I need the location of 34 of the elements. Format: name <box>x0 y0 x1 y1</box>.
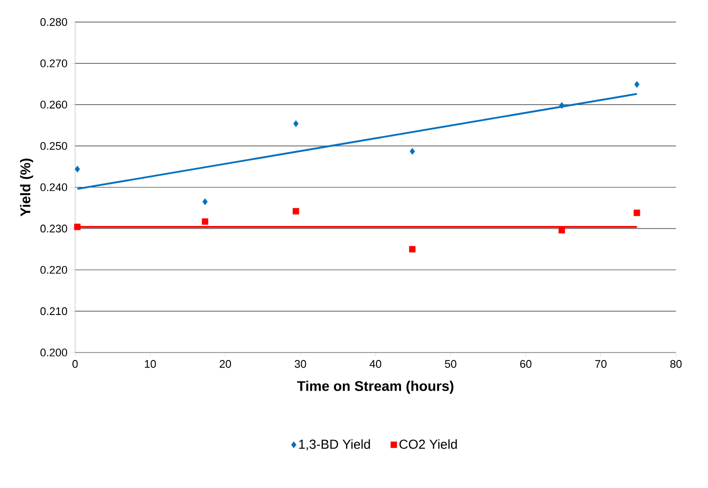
x-tick-label: 20 <box>220 360 232 368</box>
x-tick-label: 60 <box>520 360 532 368</box>
y-tick-label: 0.260 <box>40 100 68 109</box>
point <box>559 102 564 110</box>
x-tick-label: 80 <box>670 360 682 368</box>
y-tick-label: 0.250 <box>40 142 68 150</box>
y-tick-label: 0.220 <box>40 266 68 274</box>
x-tick-label: 30 <box>294 360 306 368</box>
y-axis-title: Yield (%) <box>20 158 34 217</box>
x-tick-label: 50 <box>444 360 456 368</box>
point <box>558 227 565 234</box>
y-tick-label: 0.270 <box>40 60 68 68</box>
y-tick-label: 0.240 <box>40 184 68 192</box>
y-tick-label: 0.230 <box>40 224 68 233</box>
x-tick-label: 10 <box>144 360 156 368</box>
x-tick-label: 40 <box>370 360 382 368</box>
point <box>409 246 416 253</box>
x-tick-label: 0 <box>72 360 78 368</box>
legend-label: 1,3-BD Yield <box>299 439 370 451</box>
x-tick-label: 70 <box>595 360 607 368</box>
point <box>202 218 208 225</box>
point <box>292 208 300 215</box>
point <box>74 166 80 173</box>
legend-label: CO2 Yield <box>399 439 457 450</box>
point <box>410 148 415 155</box>
y-tick-label: 0.280 <box>40 18 68 26</box>
point <box>202 198 208 206</box>
point <box>293 120 299 128</box>
x-axis-title: Time on Stream (hours) <box>297 380 454 394</box>
point <box>634 81 640 88</box>
point <box>634 210 640 216</box>
point <box>74 224 81 230</box>
y-tick-label: 0.200 <box>40 348 68 357</box>
y-tick-label: 0.210 <box>40 307 68 316</box>
